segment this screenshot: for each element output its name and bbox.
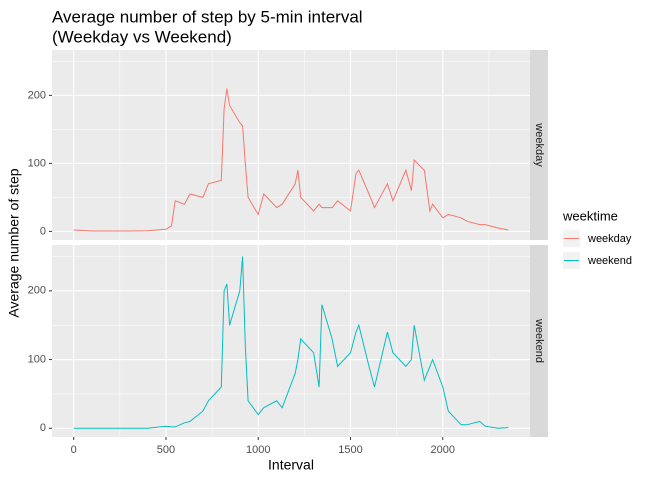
panel-background	[52, 50, 530, 240]
data-line	[73, 88, 509, 232]
x-tick-label: 2000	[431, 444, 455, 456]
x-tick-label: 1500	[338, 444, 362, 456]
x-axis-title: Interval	[268, 457, 314, 473]
y-tick-label: 200	[28, 285, 46, 297]
x-tick-label: 500	[157, 444, 175, 456]
facet-strip	[530, 245, 548, 437]
legend-title: weektime	[562, 208, 618, 223]
facet-strip	[530, 50, 548, 240]
y-tick-label: 0	[40, 225, 46, 237]
legend-label: weekday	[587, 233, 632, 245]
panel-background	[52, 245, 530, 437]
x-tick-label: 1000	[246, 444, 270, 456]
data-line	[73, 256, 509, 429]
x-tick-label: 0	[71, 444, 77, 456]
y-tick-label: 100	[28, 353, 46, 365]
y-tick-label: 200	[28, 89, 46, 101]
y-axis-title: Average number of step	[6, 168, 22, 317]
y-tick-label: 100	[28, 157, 46, 169]
legend-label: weekend	[587, 255, 632, 267]
facet-label: weekend	[533, 318, 545, 363]
chart-title: (Weekday vs Weekend)	[52, 27, 232, 46]
facet-label: weekday	[533, 122, 545, 167]
chart-title: Average number of step by 5-min interval	[52, 7, 363, 26]
y-tick-label: 0	[40, 422, 46, 434]
